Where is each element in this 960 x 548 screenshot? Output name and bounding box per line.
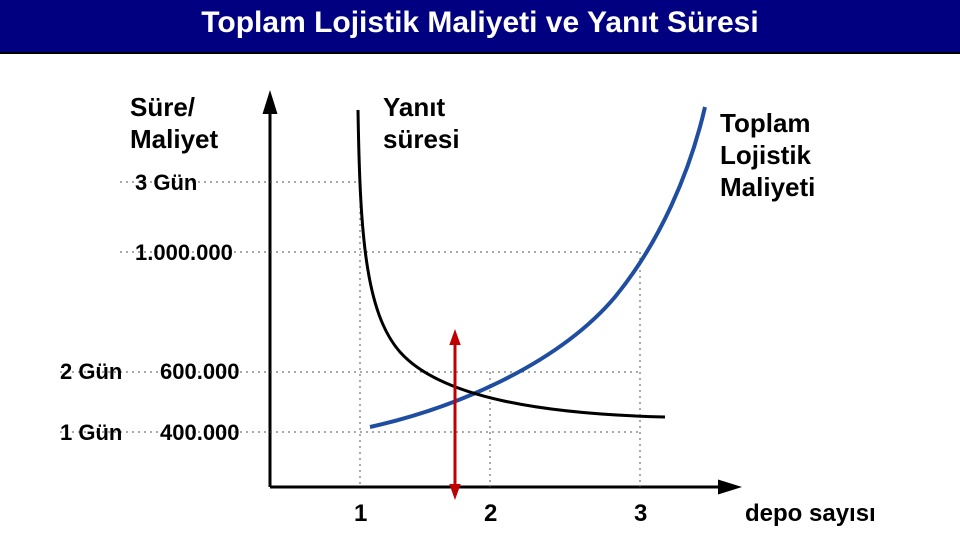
toplam-label-line1: Toplam	[720, 108, 811, 139]
ytick-400k: 400.000	[160, 420, 240, 446]
y-axis-label-line1: Süre/	[130, 92, 195, 123]
xtick-2: 2	[484, 500, 497, 528]
ytick-3gun: 3 Gün	[135, 170, 197, 196]
page-title: Toplam Lojistik Maliyeti ve Yanıt Süresi	[0, 6, 960, 40]
xtick-3: 3	[634, 500, 647, 528]
title-bar: Toplam Lojistik Maliyeti ve Yanıt Süresi	[0, 0, 960, 54]
yanit-label-line2: süresi	[383, 124, 460, 155]
ytick-2gun: 2 Gün	[60, 359, 122, 385]
toplam-label-line3: Maliyeti	[720, 172, 815, 203]
chart-area: Süre/ Maliyet Yanıt süresi Toplam Lojist…	[0, 52, 960, 548]
y-axis-label-line2: Maliyet	[130, 124, 218, 155]
ytick-1m: 1.000.000	[135, 240, 233, 266]
yanit-label-line1: Yanıt	[383, 92, 445, 123]
ytick-1gun: 1 Gün	[60, 420, 122, 446]
ytick-600k: 600.000	[160, 359, 240, 385]
toplam-label-line2: Lojistik	[720, 140, 811, 171]
x-axis-label: depo sayısı	[745, 500, 876, 528]
xtick-1: 1	[354, 500, 367, 528]
